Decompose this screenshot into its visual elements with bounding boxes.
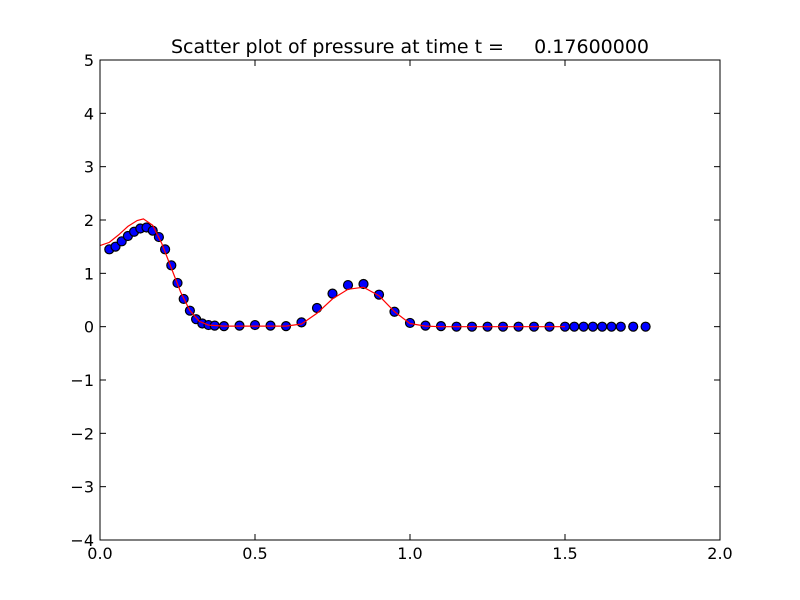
scatter-point — [587, 321, 599, 332]
scatter-point — [249, 319, 261, 331]
x-tick-label: 0.0 — [87, 544, 112, 563]
line-series — [99, 218, 565, 328]
scatter-point — [615, 321, 626, 332]
y-tick-label: 0 — [84, 318, 94, 337]
y-tick-label: −3 — [70, 478, 94, 497]
y-tick-label: 4 — [84, 104, 94, 123]
scatter-point — [342, 279, 354, 291]
x-tick-label: 1.0 — [397, 544, 422, 563]
series-line — [99, 218, 565, 328]
scatter-point — [597, 321, 608, 332]
x-tick-label: 2.0 — [707, 544, 732, 563]
scatter-point — [373, 289, 385, 300]
y-tick-label: −4 — [70, 531, 94, 550]
y-tick-label: 2 — [84, 211, 94, 230]
y-tick-label: 1 — [84, 264, 94, 283]
y-tick-label: 3 — [84, 158, 94, 177]
scatter-point — [569, 321, 580, 332]
scatter-point — [606, 321, 617, 332]
scatter-point — [358, 278, 369, 290]
plot-area — [99, 218, 651, 332]
scatter-point — [327, 288, 338, 299]
y-tick-label: −1 — [70, 371, 94, 390]
scatter-point — [628, 321, 639, 332]
x-tick-label: 1.5 — [552, 544, 577, 563]
scatter-point — [640, 321, 651, 332]
chart-title: Scatter plot of pressure at time t = 0.1… — [171, 36, 649, 58]
scatter-point — [578, 321, 589, 332]
x-tick-label: 0.5 — [242, 544, 267, 563]
y-axis: −4 −3 −2 −1 0 1 2 3 4 5 — [70, 51, 720, 550]
y-tick-label: −2 — [70, 424, 94, 443]
x-axis: 0.0 0.5 1.0 1.5 2.0 — [87, 60, 733, 563]
y-tick-label: 5 — [84, 51, 94, 70]
